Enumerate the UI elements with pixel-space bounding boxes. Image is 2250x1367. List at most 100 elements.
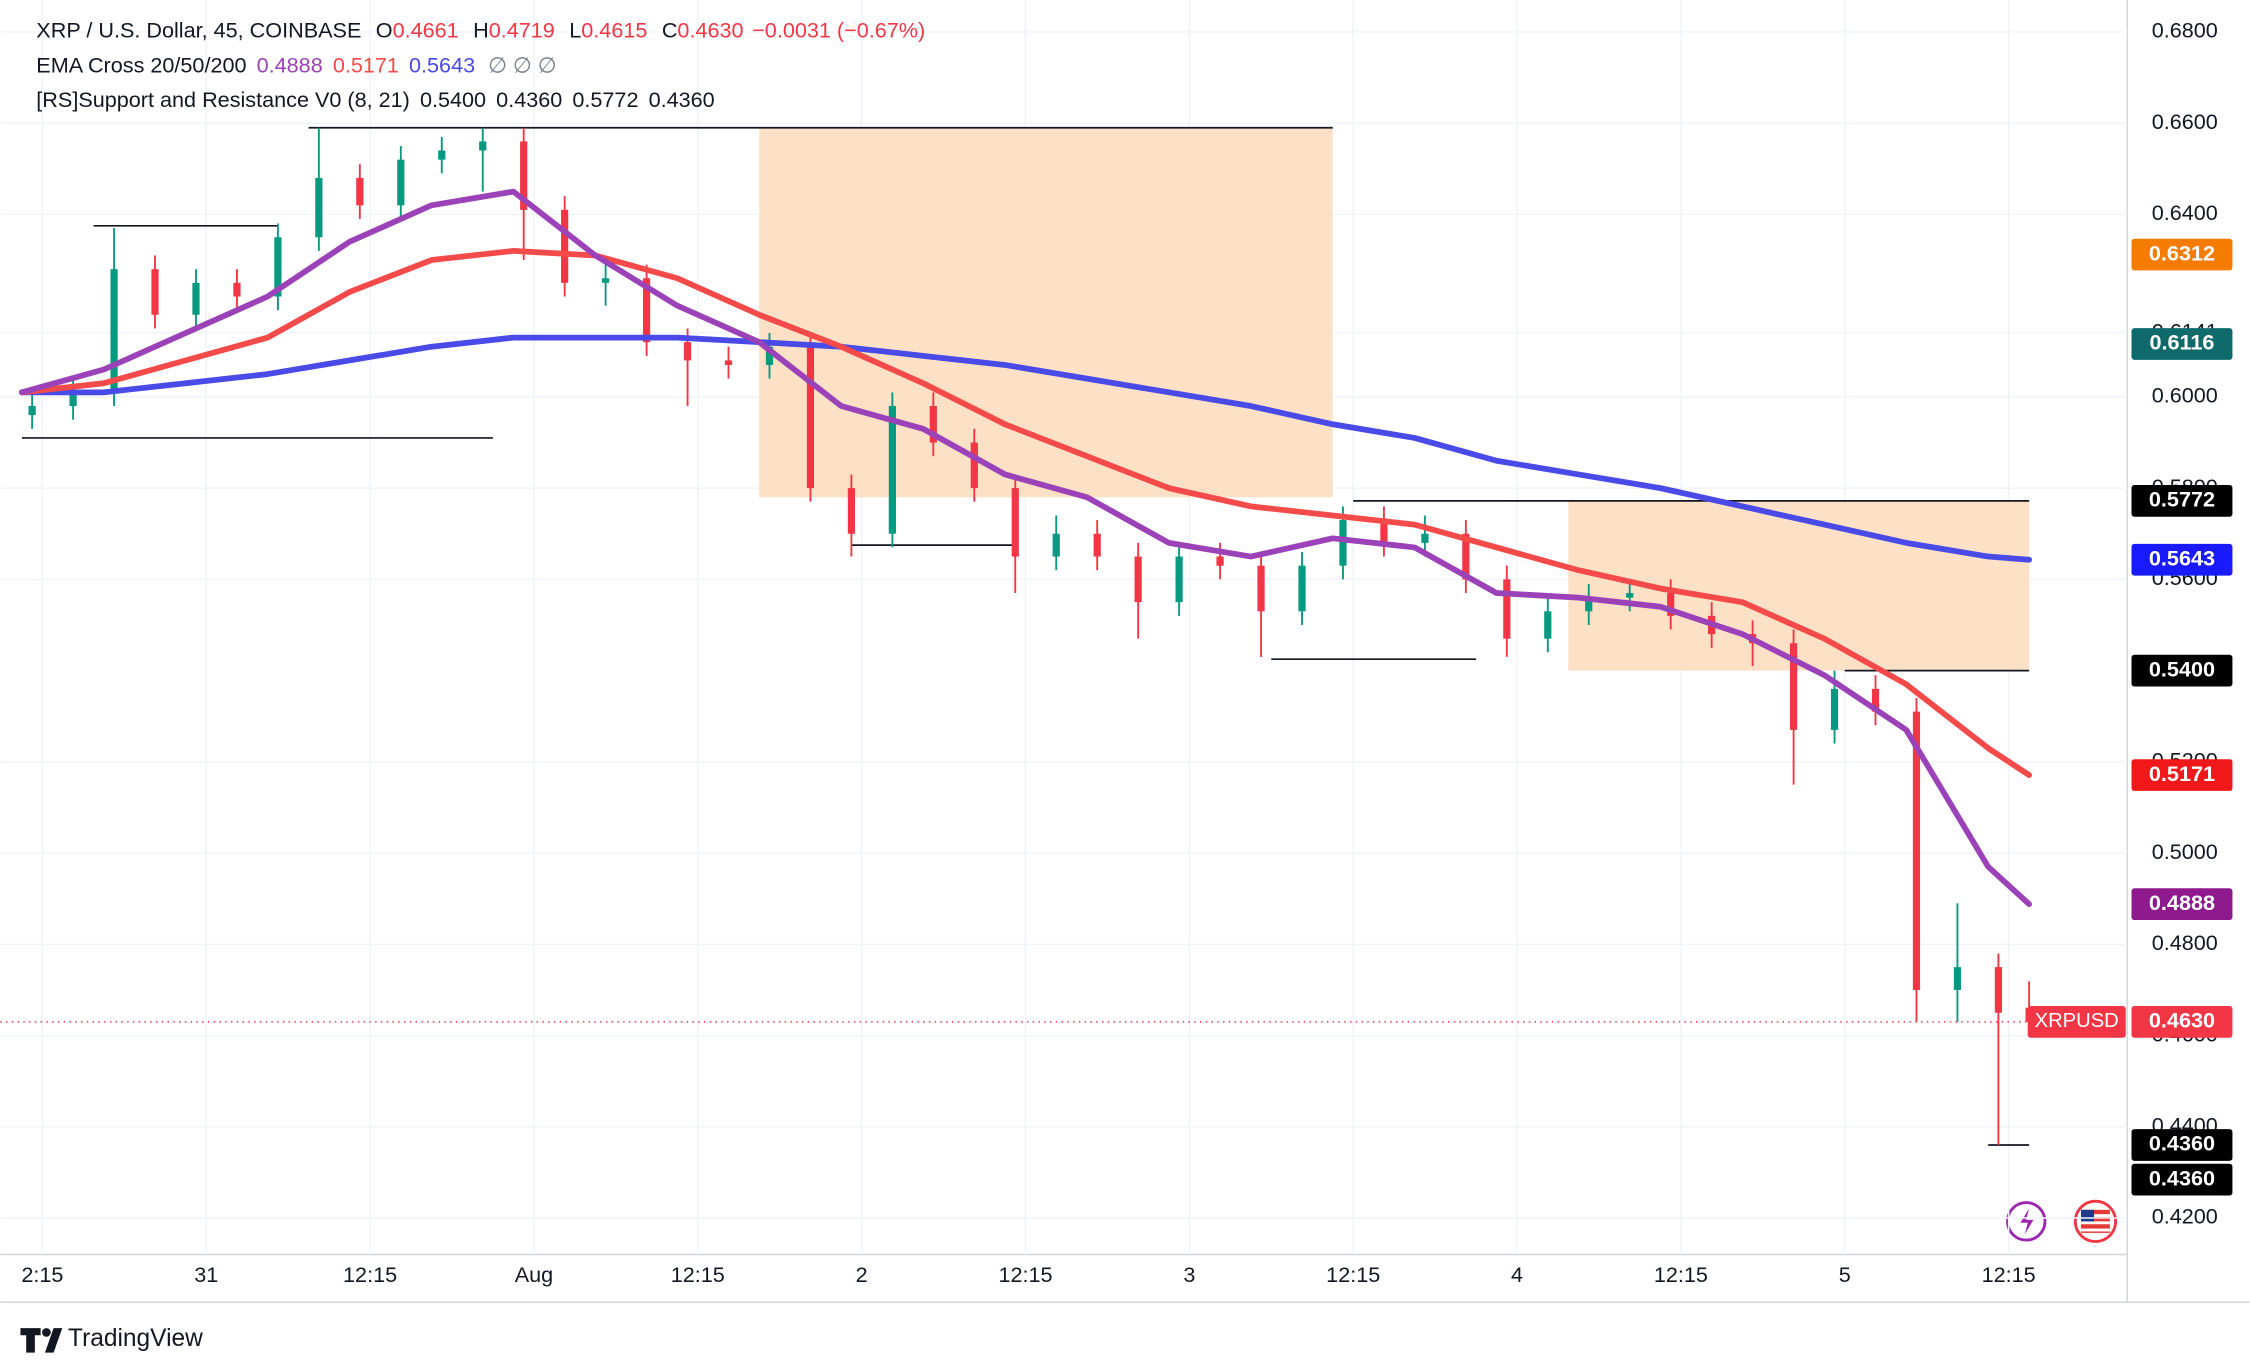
candle-body (1789, 643, 1798, 730)
candle-body (1626, 593, 1634, 598)
candle-body (110, 269, 118, 393)
candle-body (479, 141, 487, 151)
candle-body (1175, 556, 1183, 603)
tv-logo (20, 1328, 63, 1353)
candle-body (1994, 967, 2003, 1013)
candle-body (561, 209, 569, 283)
x-tick-label: 12:15 (998, 1262, 1052, 1287)
price-badge-label: 0.4360 (2149, 1131, 2215, 1156)
price-badge (2131, 1129, 2233, 1161)
candle-body (1462, 533, 1470, 580)
candle-body (1052, 533, 1060, 557)
price-badge-label: 0.5772 (2149, 487, 2215, 512)
x-tick-label: 5 (1839, 1262, 1851, 1287)
ohlc-key: C (662, 17, 678, 42)
price-badge-label: 0.4888 (2149, 890, 2215, 915)
candle-body (1134, 556, 1142, 603)
indicator-value: 0.4360 (496, 87, 562, 112)
ohlc-key: O (376, 17, 393, 42)
candle-body (724, 360, 733, 365)
indicator-name: [RS]Support and Resistance V0 (8, 21) (36, 87, 410, 112)
indicator-value: 0.5772 (572, 87, 638, 112)
symbol-badge (2027, 1006, 2126, 1038)
ohlc-value: 0.4661 (393, 17, 459, 42)
x-tick-label: 12:15 (1654, 1262, 1708, 1287)
x-tick-label: 12:15 (1982, 1262, 2036, 1287)
candle-body (888, 406, 896, 534)
candle-body (1667, 593, 1675, 616)
candle-body (1912, 711, 1921, 990)
price-badge (2131, 1163, 2233, 1196)
indicator-value: 0.4888 (257, 52, 323, 77)
indicator-value: 0.4360 (649, 87, 715, 112)
candle-body (970, 442, 978, 489)
legend-title: XRP / U.S. Dollar, 45, COINBASE (36, 17, 361, 42)
brand: TradingView (68, 1325, 203, 1352)
indicator-extra: ∅ ∅ ∅ (488, 52, 556, 77)
price-badge-label: 0.5171 (2149, 761, 2215, 786)
x-tick-label: 2 (856, 1262, 868, 1287)
candle-body (765, 346, 774, 365)
candle-body (192, 282, 200, 315)
candle-body (438, 150, 446, 160)
y-tick-label: 0.4200 (2152, 1204, 2218, 1229)
candle-body (1257, 565, 1265, 612)
sr-zone (759, 127, 1333, 498)
ema-line (18, 334, 2033, 563)
price-badge-label: 0.4630 (2149, 1008, 2215, 1033)
candle-body (929, 406, 937, 443)
candle-body (1503, 579, 1511, 639)
indicator-value: 0.5171 (333, 52, 399, 77)
ema-line (18, 188, 2033, 908)
candle-body (683, 342, 692, 361)
x-tick-label: 12:15 (343, 1262, 397, 1287)
replay-icon[interactable] (2006, 1201, 2047, 1242)
candle-body (1339, 520, 1347, 566)
price-badge (2131, 543, 2233, 576)
candle-body (602, 278, 610, 283)
candle-body (28, 406, 36, 416)
y-tick-label: 0.6800 (2152, 18, 2218, 43)
ohlc-value: 0.4615 (581, 17, 647, 42)
indicator-legend: [RS]Support and Resistance V0 (8, 21) 0.5… (36, 87, 714, 112)
candle-body (274, 237, 282, 297)
candle-body (1011, 488, 1019, 557)
candle-body (1093, 533, 1101, 557)
ema-line (18, 248, 2033, 778)
candle-body (806, 346, 815, 489)
candle-body (520, 141, 528, 210)
indicator-name: EMA Cross 20/50/200 (36, 52, 246, 77)
indicator-legend: EMA Cross 20/50/200 0.4888 0.5171 0.5643 ∅ ∅… (36, 52, 556, 77)
price-badge (2131, 485, 2233, 517)
indicator-value: 0.5643 (409, 52, 475, 77)
flag-icon[interactable] (2073, 1199, 2118, 1243)
y-tick-label: 0.6000 (2152, 383, 2218, 408)
y-tick-label: 0.6600 (2152, 109, 2218, 134)
candle-body (233, 282, 241, 297)
price-badge-label: 0.6312 (2149, 240, 2215, 265)
price-badge (2131, 1006, 2233, 1038)
price-badge (2131, 654, 2233, 687)
price-badge (2131, 328, 2233, 360)
candle-body (1216, 556, 1224, 566)
price-badge-label: 0.5400 (2149, 656, 2215, 681)
price-badge (2131, 759, 2233, 791)
ohlc-value: 0.4719 (489, 17, 555, 42)
candle-body (1830, 688, 1839, 730)
ohlc-key: L (569, 17, 581, 42)
candle-body (356, 177, 364, 206)
candle-body (1544, 611, 1552, 639)
candle-body (1871, 688, 1880, 712)
x-tick-label: 3 (1183, 1262, 1195, 1287)
candle-body (315, 177, 323, 238)
price-badge-label: 0.6116 (2150, 330, 2215, 355)
legend-change: −0.0031 (−0.67%) (752, 17, 925, 42)
x-tick-label: 12:15 (1326, 1262, 1380, 1287)
candle-body (1298, 565, 1306, 612)
price-badge (2131, 238, 2233, 271)
candle-body (151, 269, 159, 315)
ohlc-value: 0.4630 (677, 17, 743, 42)
price-badge-label: 0.5643 (2149, 545, 2215, 570)
price-badge-label: 0.4360 (2149, 1165, 2215, 1190)
